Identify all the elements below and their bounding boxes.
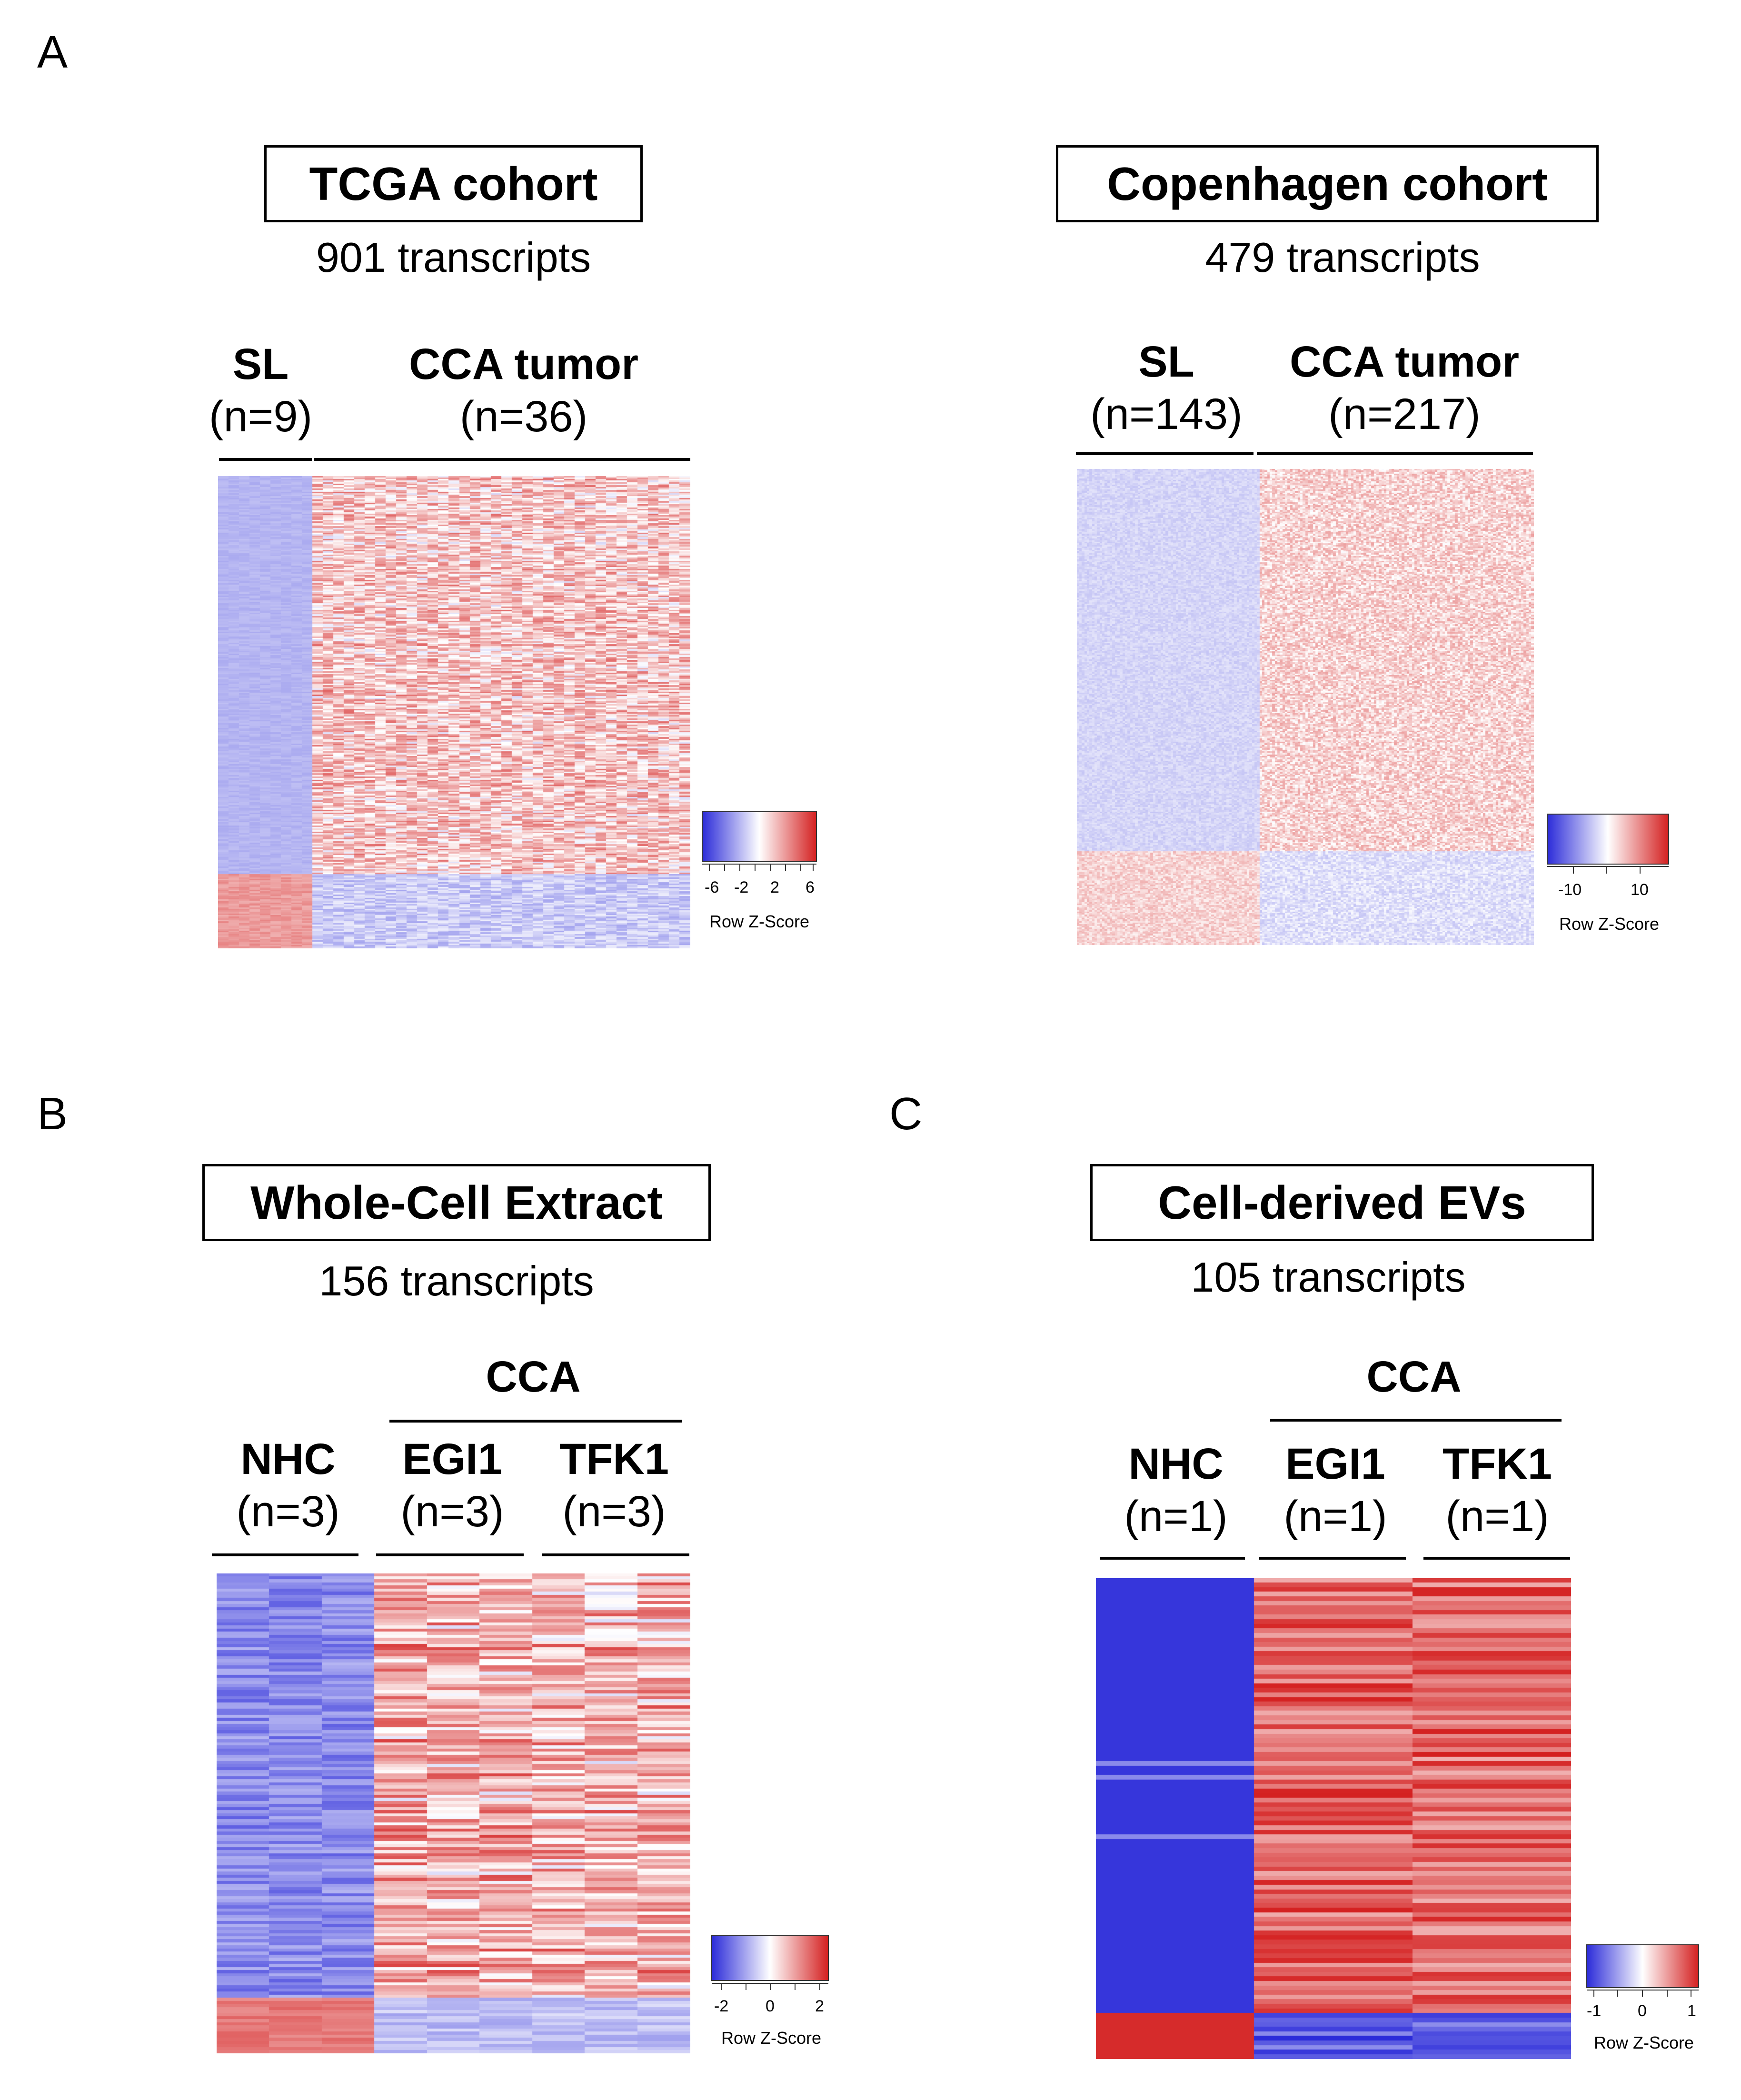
wce-group-nhc: NHC (n=3): [212, 1433, 364, 1538]
copenhagen-group-cca: CCA tumor (n=217): [1257, 336, 1552, 440]
copenhagen-cca-n: (n=217): [1328, 390, 1481, 438]
evs-nhc-bracket: [1100, 1557, 1245, 1560]
tcga-cca-bracket: [314, 458, 690, 461]
wce-title-box: Whole-Cell Extract: [202, 1164, 711, 1241]
evs-egi1-bracket: [1259, 1557, 1406, 1560]
evs-subtitle: 105 transcripts: [1191, 1254, 1466, 1301]
copenhagen-legend: -10 10 Row Z-Score: [1545, 812, 1673, 940]
copenhagen-cca-bracket: [1257, 452, 1533, 455]
evs-colorbar: -1 0 1: [1586, 1944, 1699, 2020]
evs-egi1-label: EGI1: [1285, 1440, 1385, 1488]
copenhagen-tick-1: 10: [1631, 881, 1649, 899]
tcga-cca-n: (n=36): [459, 392, 588, 441]
evs-tick-2: 1: [1687, 2002, 1696, 2020]
tcga-sl-bracket: [219, 458, 312, 461]
evs-nhc-n: (n=1): [1124, 1492, 1228, 1541]
wce-heatmap: [217, 1573, 690, 2053]
wce-tick-1: 0: [766, 1997, 775, 2015]
panel-letter-c: C: [889, 1088, 923, 1139]
wce-cca-bracket: [389, 1420, 682, 1423]
copenhagen-tick-0: -10: [1558, 881, 1582, 899]
tcga-heatmap: [218, 476, 690, 948]
wce-tick-2: 2: [815, 1997, 824, 2015]
evs-title-box: Cell-derived EVs: [1090, 1164, 1594, 1241]
wce-tick-0: -2: [714, 1997, 728, 2015]
tcga-sl-label: SL: [232, 340, 289, 388]
evs-legend-title: Row Z-Score: [1593, 2033, 1694, 2052]
wce-legend-title: Row Z-Score: [721, 2028, 822, 2048]
wce-nhc-bracket: [212, 1553, 358, 1556]
wce-tfk1-label: TFK1: [559, 1435, 669, 1483]
copenhagen-heatmap: [1077, 469, 1534, 945]
tcga-tick-2: 2: [770, 878, 779, 896]
wce-cca-label: CCA: [486, 1353, 581, 1401]
tcga-sl-n: (n=9): [209, 392, 313, 441]
wce-group-egi1: EGI1 (n=3): [376, 1433, 528, 1538]
evs-tfk1-label: TFK1: [1443, 1440, 1552, 1488]
evs-nhc-label: NHC: [1128, 1440, 1224, 1488]
copenhagen-sl-bracket: [1076, 452, 1254, 455]
tcga-group-cca: CCA tumor (n=36): [367, 338, 681, 443]
evs-group-nhc: NHC (n=1): [1100, 1438, 1252, 1543]
copenhagen-sl-label: SL: [1138, 338, 1194, 386]
wce-egi1-label: EGI1: [402, 1435, 502, 1483]
copenhagen-cca-label: CCA tumor: [1289, 338, 1520, 386]
copenhagen-subtitle: 479 transcripts: [1205, 234, 1480, 281]
evs-cca-label: CCA: [1366, 1353, 1462, 1401]
wce-egi1-bracket: [376, 1553, 524, 1556]
wce-colorbar: -2 0 2: [711, 1935, 829, 2015]
wce-nhc-n: (n=3): [236, 1487, 340, 1536]
evs-tfk1-n: (n=1): [1445, 1492, 1549, 1541]
wce-group-tfk1: TFK1 (n=3): [538, 1433, 690, 1538]
wce-tfk1-bracket: [542, 1553, 689, 1556]
wce-nhc-label: NHC: [240, 1435, 336, 1483]
evs-tick-1: 0: [1638, 2002, 1647, 2020]
evs-legend: -1 0 1 Row Z-Score: [1584, 1942, 1703, 2071]
tcga-group-sl: SL (n=9): [202, 338, 319, 443]
panel-letter-b: B: [37, 1088, 68, 1139]
copenhagen-colorbar: -10 10: [1547, 814, 1669, 899]
panel-letter-a: A: [37, 27, 68, 78]
wce-subtitle: 156 transcripts: [319, 1257, 594, 1304]
tcga-title-box: TCGA cohort: [264, 145, 643, 222]
tcga-tick-1: -2: [734, 878, 748, 896]
wce-tfk1-n: (n=3): [562, 1487, 666, 1536]
tcga-tick-0: -6: [705, 878, 719, 896]
tcga-subtitle: 901 transcripts: [316, 234, 591, 281]
wce-egi1-n: (n=3): [400, 1487, 504, 1536]
evs-egi1-n: (n=1): [1283, 1492, 1387, 1541]
tcga-cca-label: CCA tumor: [408, 340, 639, 388]
evs-cca-bracket: [1270, 1419, 1562, 1422]
copenhagen-title-box: Copenhagen cohort: [1056, 145, 1599, 222]
evs-group-tfk1: TFK1 (n=1): [1421, 1438, 1573, 1543]
copenhagen-sl-n: (n=143): [1090, 390, 1243, 438]
tcga-legend-title: Row Z-Score: [709, 912, 810, 931]
evs-tick-0: -1: [1587, 2002, 1601, 2020]
tcga-colorbar: -6 -2 2 6: [702, 811, 817, 896]
evs-group-egi1: EGI1 (n=1): [1259, 1438, 1412, 1543]
tcga-tick-3: 6: [806, 878, 815, 896]
wce-legend: -2 0 2 Row Z-Score: [709, 1933, 833, 2061]
copenhagen-group-sl: SL (n=143): [1076, 336, 1257, 440]
evs-heatmap: [1096, 1578, 1571, 2059]
tcga-legend: -6 -2 2 6 Row Z-Score: [700, 809, 819, 938]
evs-tfk1-bracket: [1423, 1557, 1570, 1560]
copenhagen-legend-title: Row Z-Score: [1559, 914, 1660, 934]
